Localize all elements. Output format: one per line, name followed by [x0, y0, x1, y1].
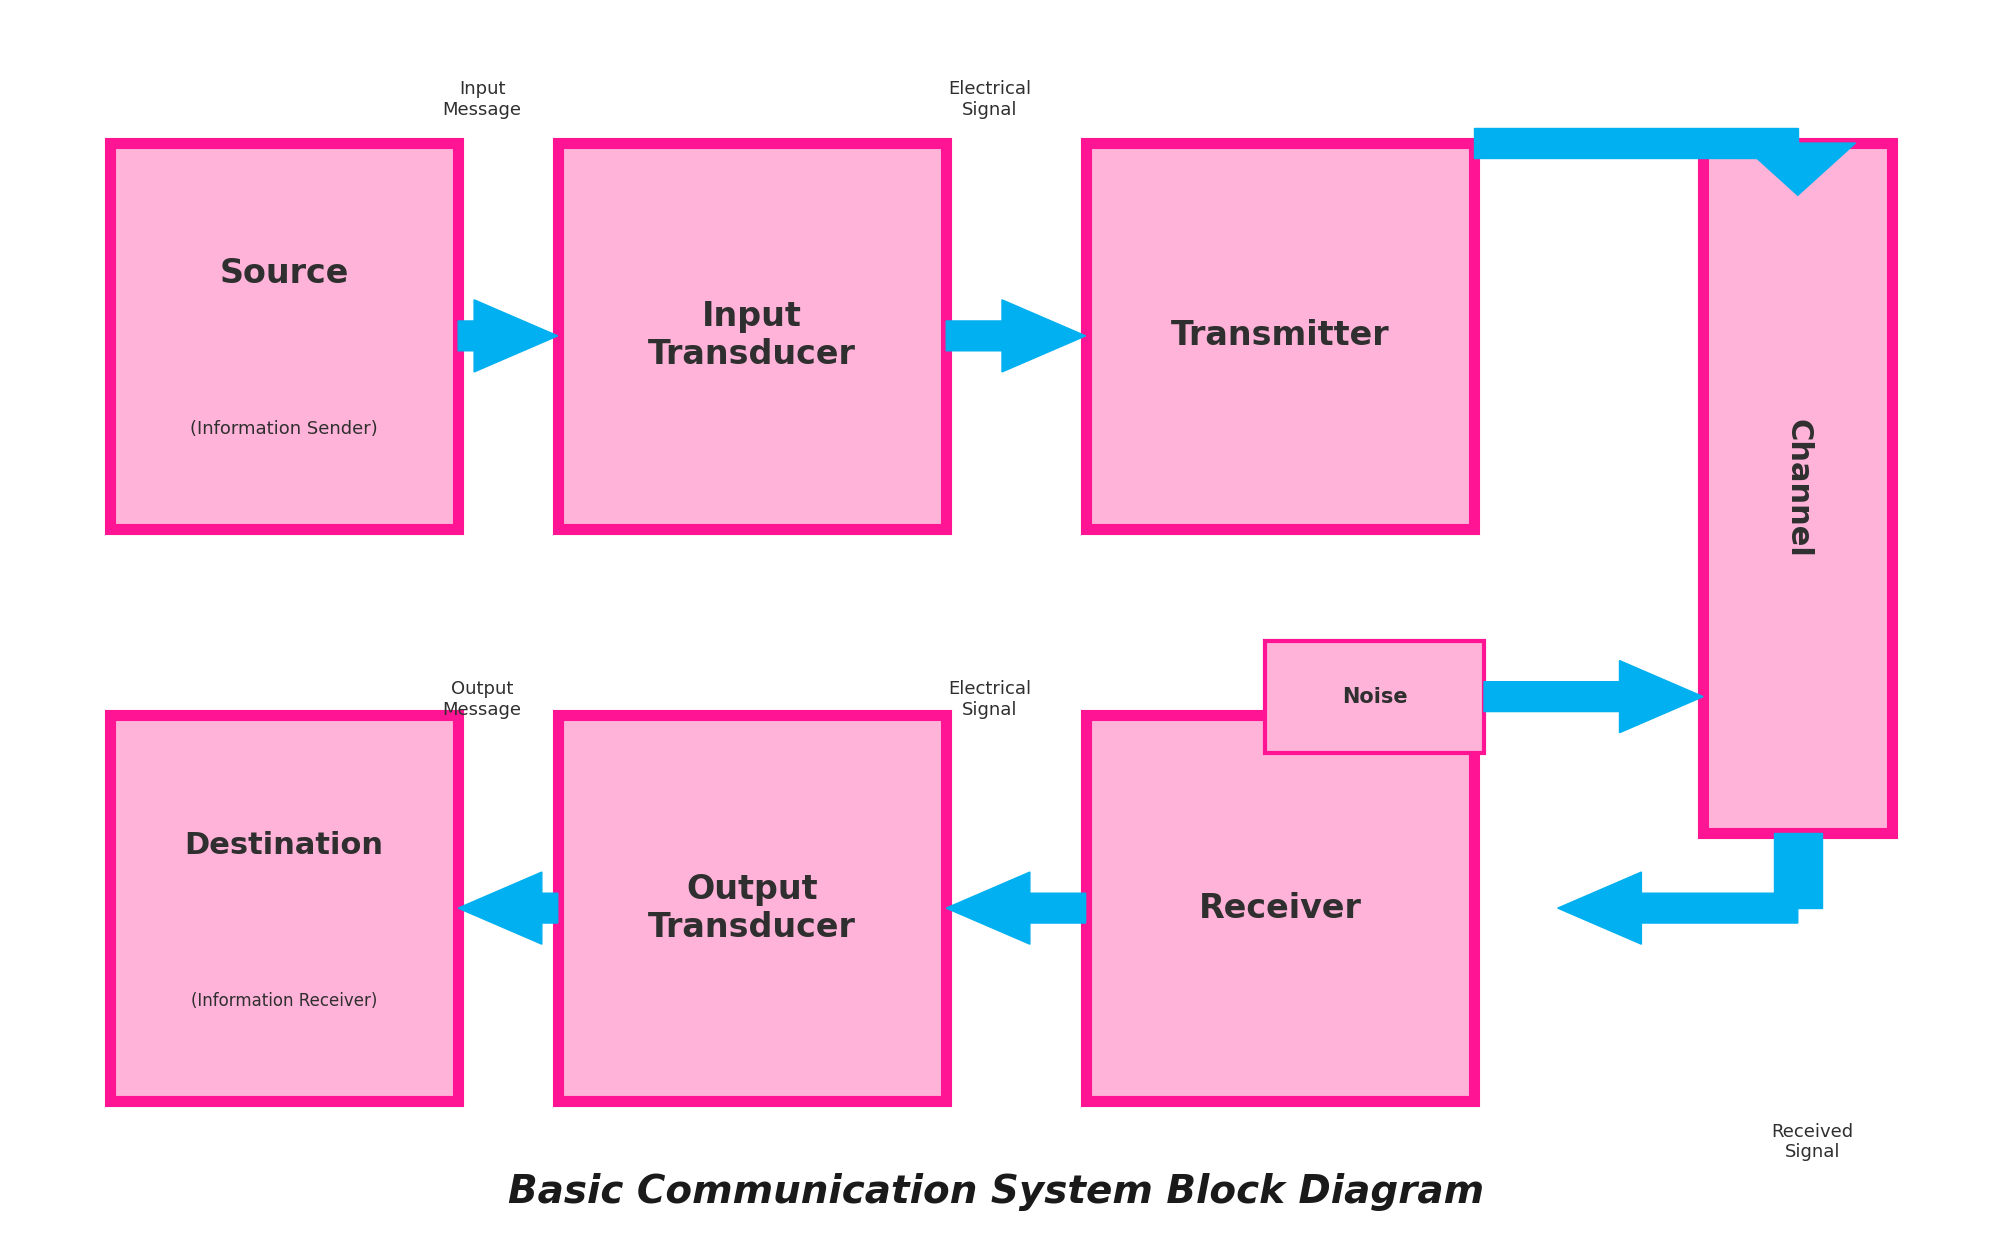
FancyArrow shape — [1484, 661, 1703, 733]
FancyBboxPatch shape — [1086, 143, 1474, 529]
FancyBboxPatch shape — [558, 715, 946, 1101]
Text: Source: Source — [219, 258, 349, 290]
Text: Noise: Noise — [1343, 687, 1406, 707]
FancyArrow shape — [1558, 872, 1797, 944]
FancyArrow shape — [458, 872, 558, 944]
Text: Electrical
Signal: Electrical Signal — [948, 80, 1032, 119]
Text: Receiver: Receiver — [1199, 892, 1361, 924]
FancyArrow shape — [1474, 128, 1797, 158]
Text: Output
Transducer: Output Transducer — [647, 872, 857, 944]
FancyArrow shape — [946, 872, 1086, 944]
FancyArrow shape — [458, 300, 558, 372]
Text: (Information Receiver): (Information Receiver) — [191, 993, 376, 1010]
Text: Output
Message: Output Message — [442, 679, 522, 719]
Text: Channel: Channel — [1783, 419, 1813, 557]
Text: (Information Sender): (Information Sender) — [189, 420, 378, 438]
FancyArrow shape — [946, 300, 1086, 372]
FancyBboxPatch shape — [558, 143, 946, 529]
FancyBboxPatch shape — [110, 715, 458, 1101]
Text: Input
Message: Input Message — [442, 80, 522, 119]
Text: Destination: Destination — [185, 831, 382, 861]
FancyBboxPatch shape — [110, 143, 458, 529]
Text: Transmitter: Transmitter — [1171, 320, 1388, 352]
Text: Input
Transducer: Input Transducer — [647, 300, 857, 372]
FancyBboxPatch shape — [1703, 143, 1892, 833]
FancyBboxPatch shape — [1265, 641, 1484, 753]
Text: Electrical
Signal: Electrical Signal — [948, 679, 1032, 719]
Text: Received
Signal: Received Signal — [1771, 1122, 1855, 1162]
FancyBboxPatch shape — [1086, 715, 1474, 1101]
Text: Basic Communication System Block Diagram: Basic Communication System Block Diagram — [508, 1173, 1484, 1210]
FancyArrow shape — [1741, 143, 1857, 195]
FancyArrow shape — [1775, 833, 1821, 908]
